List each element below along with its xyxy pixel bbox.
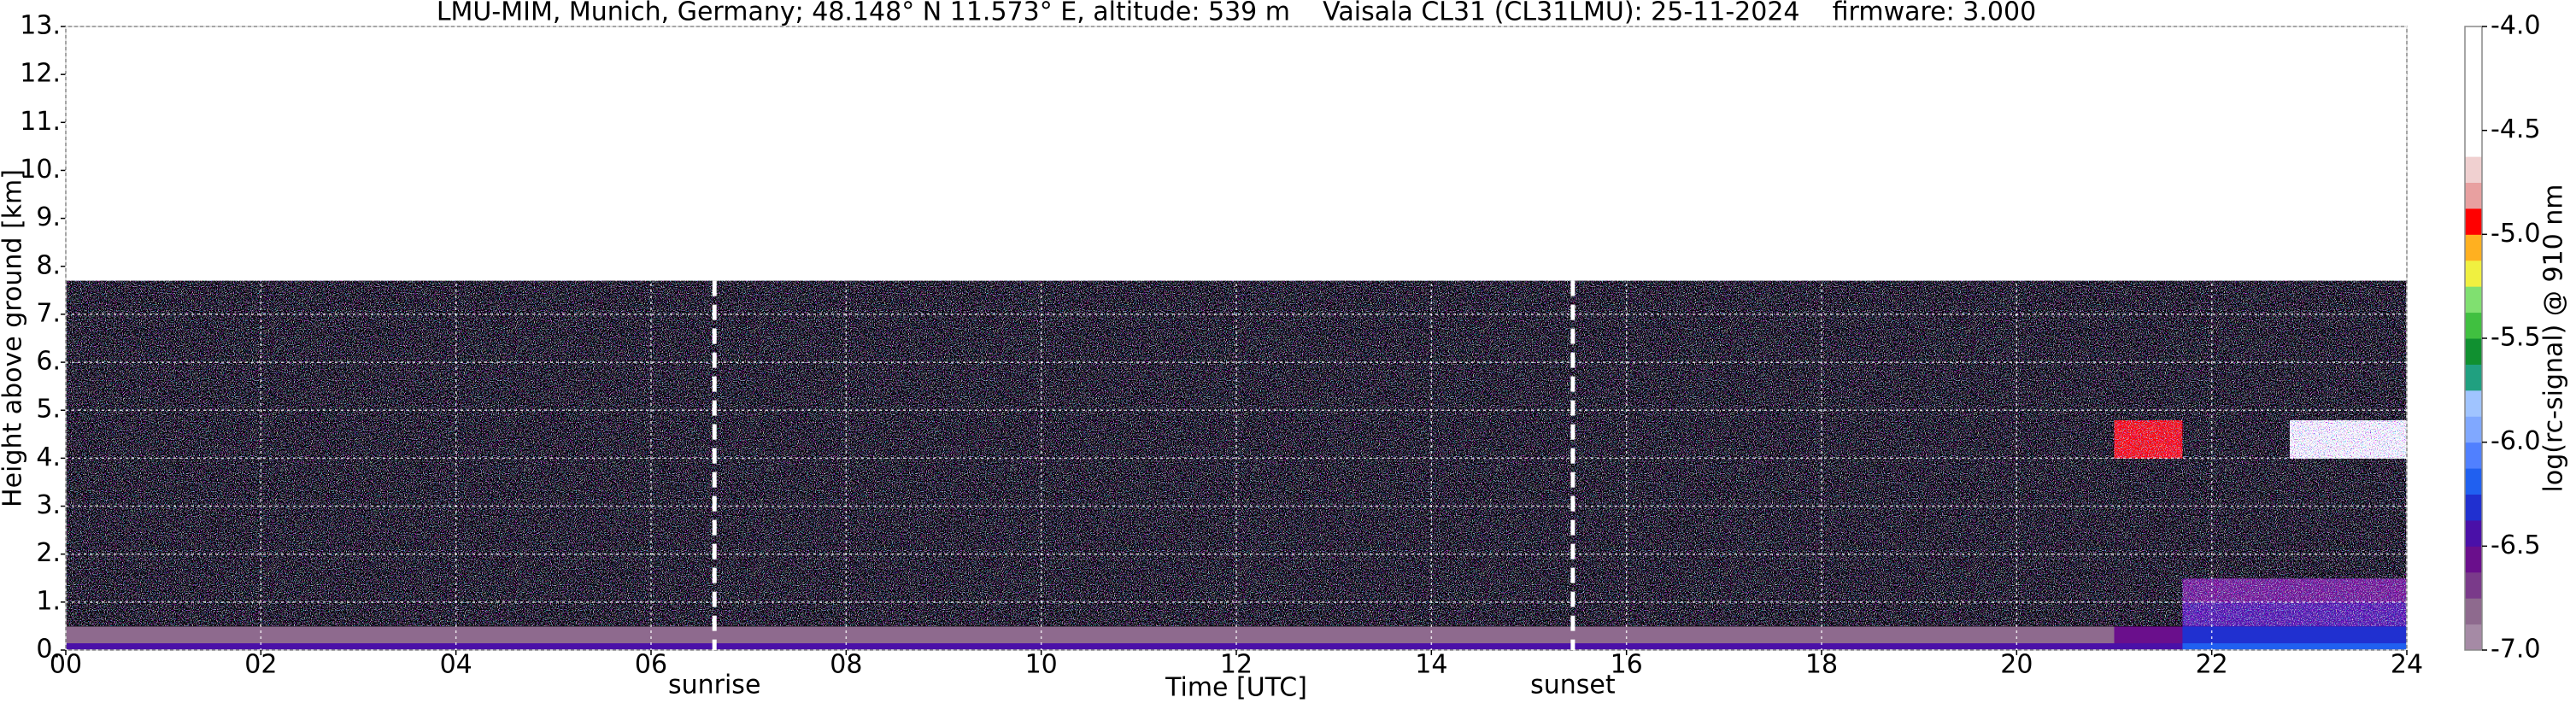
colorbar-band <box>2465 182 2482 209</box>
y-tick-label: 0. <box>36 635 61 665</box>
y-tick-label: 8. <box>36 250 61 280</box>
colorbar-band <box>2465 26 2482 53</box>
colorbar-band <box>2465 494 2482 521</box>
heatmap-cell <box>66 625 2115 644</box>
heatmap-cell <box>2290 642 2408 651</box>
heatmap-cell <box>2182 625 2291 644</box>
y-tick-label: 13. <box>20 11 61 41</box>
colorbar-band <box>2465 130 2482 157</box>
x-tick-label: 12 <box>1220 650 1253 680</box>
colorbar-tick-label: -5.0 <box>2491 219 2541 249</box>
y-tick-label: 12. <box>20 59 61 89</box>
x-tick-label: 00 <box>50 650 82 680</box>
x-tick-label: 22 <box>2196 650 2228 680</box>
colorbar-band <box>2465 598 2482 625</box>
colorbar-band <box>2465 260 2482 287</box>
x-tick-label: 16 <box>1611 650 1643 680</box>
colorbar-band <box>2465 546 2482 573</box>
colorbar-tick-label: -4.0 <box>2491 11 2541 41</box>
colorbar-band <box>2465 468 2482 495</box>
y-axis-label: Height above ground [km] <box>0 169 28 507</box>
y-tick-label: 10. <box>20 155 61 185</box>
colorbar-tick-label: -4.5 <box>2491 114 2541 144</box>
colorbar-band <box>2465 78 2482 105</box>
heatmap-cell <box>2114 642 2183 651</box>
colorbar-band <box>2465 442 2482 469</box>
x-tick-label: 18 <box>1805 650 1838 680</box>
colorbar-band <box>2465 52 2482 79</box>
x-tick-label: 14 <box>1415 650 1447 680</box>
colorbar-band <box>2465 156 2482 183</box>
colorbar-band <box>2465 286 2482 313</box>
y-tick-label: 2. <box>36 538 61 568</box>
y-tick-label: 9. <box>36 202 61 232</box>
x-tick-label: 08 <box>830 650 862 680</box>
colorbar-band <box>2465 364 2482 391</box>
annotation-label: sunset <box>1530 671 1616 700</box>
colorbar-tick-label: -6.0 <box>2491 426 2541 456</box>
colorbar-band <box>2465 312 2482 339</box>
x-tick-label: 04 <box>440 650 472 680</box>
colorbar-band <box>2465 234 2482 261</box>
colorbar-band <box>2465 416 2482 443</box>
y-tick-label: 1. <box>36 586 61 616</box>
heatmap-cell <box>66 642 2115 651</box>
x-tick-label: 20 <box>2000 650 2033 680</box>
chart-title: LMU-MIM, Munich, Germany; 48.148° N 11.5… <box>437 0 2036 27</box>
colorbar-band <box>2465 571 2482 599</box>
annotation-label: sunrise <box>668 671 760 700</box>
y-tick-label: 5. <box>36 395 61 425</box>
y-tick-label: 6. <box>36 347 61 377</box>
y-tick-label: 7. <box>36 298 61 328</box>
y-tick-label: 4. <box>36 442 61 472</box>
colorbar-band <box>2465 390 2482 417</box>
heatmap-cell <box>2182 642 2291 651</box>
x-tick-label: 10 <box>1025 650 1058 680</box>
colorbar-tick-label: -7.0 <box>2491 635 2541 665</box>
colorbar-band <box>2465 104 2482 132</box>
x-tick-label: 06 <box>635 650 667 680</box>
heatmap-cell <box>2290 625 2408 644</box>
colorbar-label: log(rc-signal) @ 910 nm <box>2539 185 2569 493</box>
x-tick-label: 24 <box>2391 650 2423 680</box>
y-tick-label: 3. <box>36 490 61 520</box>
y-tick-label: 11. <box>20 107 61 137</box>
colorbar-band <box>2465 208 2482 235</box>
colorbar-tick-label: -5.5 <box>2491 323 2541 353</box>
x-axis-label: Time [UTC] <box>1165 673 1307 703</box>
heatmap-cell <box>2114 625 2183 644</box>
colorbar-tick-label: -6.5 <box>2491 530 2541 560</box>
colorbar-band <box>2465 519 2482 547</box>
colorbar-band <box>2465 338 2482 365</box>
x-tick-label: 02 <box>244 650 277 680</box>
colorbar-band <box>2465 624 2482 651</box>
